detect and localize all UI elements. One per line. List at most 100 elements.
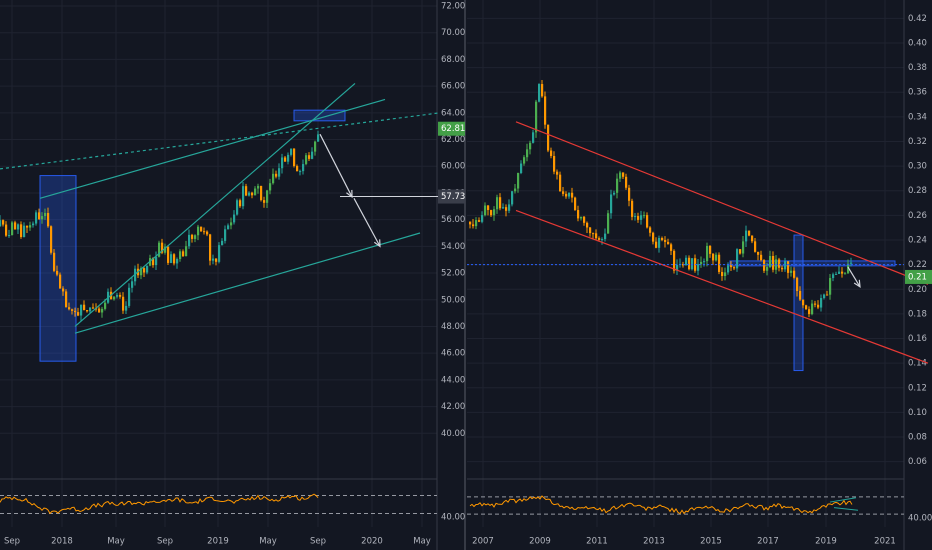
- candle-body[interactable]: [637, 216, 640, 220]
- candle-body[interactable]: [583, 216, 586, 223]
- candle-body[interactable]: [538, 84, 541, 102]
- candle-body[interactable]: [484, 205, 487, 216]
- candle-body[interactable]: [44, 212, 47, 217]
- candle-body[interactable]: [302, 164, 305, 172]
- candle-body[interactable]: [11, 222, 14, 236]
- candle-body[interactable]: [784, 261, 787, 270]
- candle-body[interactable]: [646, 215, 649, 228]
- candle-body[interactable]: [230, 222, 233, 226]
- candle-body[interactable]: [664, 240, 667, 242]
- candle-body[interactable]: [155, 256, 158, 266]
- candle-body[interactable]: [559, 174, 562, 192]
- candle-body[interactable]: [143, 268, 146, 273]
- candle-body[interactable]: [77, 312, 80, 316]
- candle-body[interactable]: [511, 191, 514, 205]
- candle-body[interactable]: [469, 221, 472, 225]
- candle-body[interactable]: [667, 241, 670, 245]
- candle-body[interactable]: [152, 258, 155, 266]
- candle-body[interactable]: [53, 252, 56, 271]
- candle-body[interactable]: [248, 192, 251, 196]
- candle-body[interactable]: [65, 291, 68, 308]
- candle-body[interactable]: [721, 271, 724, 277]
- candle-body[interactable]: [847, 263, 850, 274]
- candle-body[interactable]: [550, 150, 553, 157]
- candle-body[interactable]: [838, 271, 841, 274]
- candle-body[interactable]: [769, 255, 772, 268]
- candle-body[interactable]: [760, 254, 763, 261]
- candle-body[interactable]: [823, 294, 826, 299]
- candle-body[interactable]: [29, 225, 32, 228]
- candle-body[interactable]: [592, 233, 595, 235]
- candle-body[interactable]: [281, 157, 284, 169]
- candle-body[interactable]: [727, 265, 730, 273]
- candle-body[interactable]: [59, 274, 62, 289]
- candle-body[interactable]: [790, 270, 793, 273]
- projection-arrow[interactable]: [353, 197, 381, 247]
- candle-body[interactable]: [685, 257, 688, 266]
- candle-body[interactable]: [571, 192, 574, 198]
- candle-body[interactable]: [308, 155, 311, 159]
- highlight-zone[interactable]: [793, 234, 804, 372]
- candle-body[interactable]: [706, 245, 709, 262]
- candle-body[interactable]: [251, 192, 254, 196]
- candle-body[interactable]: [113, 296, 116, 300]
- candle-body[interactable]: [125, 305, 128, 311]
- candle-body[interactable]: [505, 207, 508, 211]
- candle-body[interactable]: [236, 200, 239, 215]
- candle-body[interactable]: [730, 265, 733, 268]
- candle-body[interactable]: [841, 271, 844, 274]
- candle-body[interactable]: [98, 308, 101, 313]
- candle-body[interactable]: [616, 178, 619, 193]
- candle-body[interactable]: [796, 277, 799, 291]
- left-chart-panel[interactable]: 72.0070.0068.0066.0064.0062.0060.0058.00…: [0, 0, 465, 550]
- candle-body[interactable]: [131, 281, 134, 288]
- candle-body[interactable]: [101, 308, 104, 313]
- candle-body[interactable]: [14, 222, 17, 230]
- candle-body[interactable]: [748, 230, 751, 236]
- candle-body[interactable]: [284, 157, 287, 162]
- candle-body[interactable]: [652, 232, 655, 242]
- candle-body[interactable]: [287, 154, 290, 162]
- candle-body[interactable]: [158, 242, 161, 257]
- candle-body[interactable]: [215, 258, 218, 262]
- candle-body[interactable]: [104, 302, 107, 309]
- candle-body[interactable]: [808, 309, 811, 315]
- candle-body[interactable]: [146, 265, 149, 273]
- candle-body[interactable]: [74, 310, 77, 313]
- candle-body[interactable]: [8, 235, 11, 237]
- candle-body[interactable]: [170, 254, 173, 263]
- candle-body[interactable]: [619, 172, 622, 179]
- candle-body[interactable]: [260, 185, 263, 201]
- candle-body[interactable]: [673, 250, 676, 271]
- candle-body[interactable]: [239, 200, 242, 207]
- candle-body[interactable]: [299, 171, 302, 173]
- candle-body[interactable]: [739, 249, 742, 254]
- candle-body[interactable]: [787, 261, 790, 273]
- candle-body[interactable]: [709, 245, 712, 254]
- candle-body[interactable]: [62, 288, 65, 292]
- candle-body[interactable]: [658, 237, 661, 248]
- candle-body[interactable]: [95, 308, 98, 310]
- candle-body[interactable]: [35, 212, 38, 224]
- candle-body[interactable]: [296, 166, 299, 172]
- candle-body[interactable]: [556, 171, 559, 175]
- candle-body[interactable]: [661, 237, 664, 241]
- candle-body[interactable]: [0, 220, 2, 227]
- candle-body[interactable]: [589, 227, 592, 234]
- candle-body[interactable]: [778, 259, 781, 268]
- candle-body[interactable]: [496, 197, 499, 210]
- resistance-trendline[interactable]: [0, 112, 441, 170]
- candle-body[interactable]: [161, 242, 164, 253]
- candle-body[interactable]: [266, 190, 269, 203]
- candle-body[interactable]: [526, 149, 529, 158]
- candle-body[interactable]: [89, 307, 92, 312]
- candle-body[interactable]: [122, 296, 125, 311]
- candle-body[interactable]: [577, 210, 580, 219]
- candle-body[interactable]: [523, 157, 526, 164]
- candle-body[interactable]: [631, 200, 634, 217]
- candle-body[interactable]: [835, 273, 838, 275]
- candle-body[interactable]: [5, 224, 8, 236]
- candle-body[interactable]: [272, 173, 275, 184]
- candle-body[interactable]: [733, 267, 736, 269]
- candle-body[interactable]: [820, 298, 823, 308]
